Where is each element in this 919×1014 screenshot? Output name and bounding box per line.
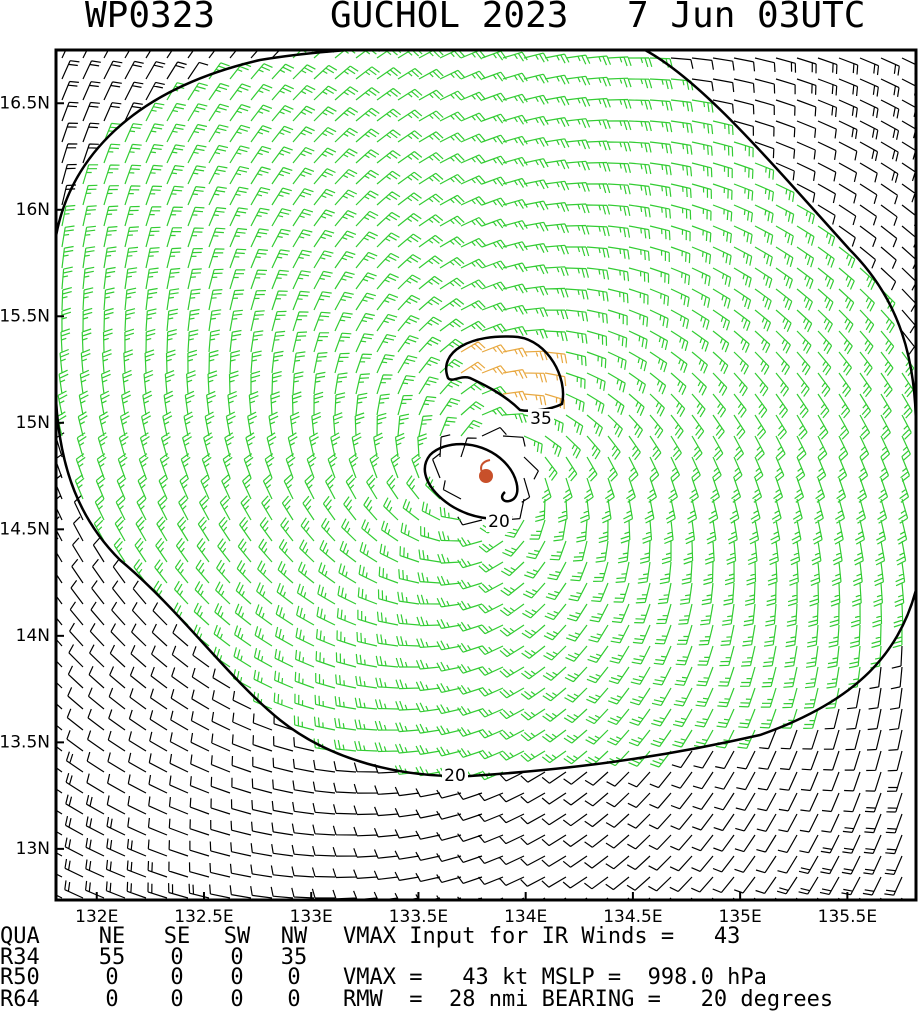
x-tick-label: 135E: [719, 907, 762, 927]
x-tick-label: 132E: [75, 907, 118, 927]
contour-label-bg: [528, 409, 554, 429]
storm-center-tail: [480, 459, 491, 477]
table-cell: 0: [230, 945, 243, 970]
table-cell: 0: [287, 965, 300, 990]
y-tick-label: 15N: [16, 413, 50, 433]
wind-barb-field: [56, 50, 916, 900]
contours: [56, 50, 916, 778]
wind-barbs: [460, 341, 568, 410]
table-cell: R50: [0, 965, 40, 990]
table-cell: 0: [105, 965, 118, 990]
x-tick-label: 132.5E: [174, 907, 233, 927]
contour-label: 35: [530, 409, 552, 429]
table-cell: 0: [170, 987, 183, 1012]
contour-20-outer: [56, 50, 916, 778]
table-cell: 55: [99, 945, 126, 970]
storm-name: GUCHOL 2023: [330, 0, 568, 36]
table-cell: SE: [164, 924, 191, 949]
y-tick-label: 13N: [16, 839, 50, 859]
table-cell: SW: [224, 924, 251, 949]
contour-20-inner: [423, 442, 519, 520]
x-tick-label: 134.5E: [603, 907, 662, 927]
x-tick-label: 133.5E: [389, 907, 448, 927]
y-tick-label: 15.5N: [0, 306, 50, 326]
x-tick-label: 135.5E: [818, 907, 877, 927]
contour-label-bg: [486, 512, 512, 532]
storm-id: WP0323: [85, 0, 215, 36]
y-tick-label: 14.5N: [0, 519, 50, 539]
table-cell: 0: [230, 965, 243, 990]
table-cell: 35: [281, 945, 308, 970]
x-tick-label: 134E: [504, 907, 547, 927]
y-tick-label: 14N: [16, 626, 50, 646]
wind-barbs: [56, 50, 915, 781]
table-note: VMAX Input for IR Winds = 43: [343, 924, 740, 949]
y-tick-label: 16.5N: [0, 93, 50, 113]
plot-frame: [54, 48, 918, 902]
table-cell: R64: [0, 987, 40, 1012]
contour-label: 20: [444, 766, 466, 786]
contour-35: [445, 335, 565, 412]
contour-label-bg: [442, 766, 468, 786]
time: 7 Jun 03UTC: [627, 0, 865, 36]
axes: 132E 132.5E 133E 133.5E 134E 134.5E 135E 135.5E…: [0, 93, 877, 927]
y-tick-label: 16N: [16, 200, 50, 220]
table-cell: 0: [170, 945, 183, 970]
table-note: VMAX = 43 kt MSLP = 998.0 hPa: [343, 965, 767, 990]
table-note: RMW = 28 nmi BEARING = 20 degrees: [343, 987, 833, 1012]
wind-barbs: [56, 50, 916, 900]
x-tick-label: 133E: [290, 907, 333, 927]
table-cell: NE: [99, 924, 126, 949]
table-cell: NW: [281, 924, 308, 949]
table-cell: R34: [0, 945, 40, 970]
table-cell: 0: [105, 987, 118, 1012]
y-tick-label: 13.5N: [0, 732, 50, 752]
table-cell: 0: [230, 987, 243, 1012]
table-cell: 0: [170, 965, 183, 990]
table-cell: QUA: [0, 924, 40, 949]
contour-label: 20: [488, 512, 510, 532]
table-cell: 0: [287, 987, 300, 1012]
